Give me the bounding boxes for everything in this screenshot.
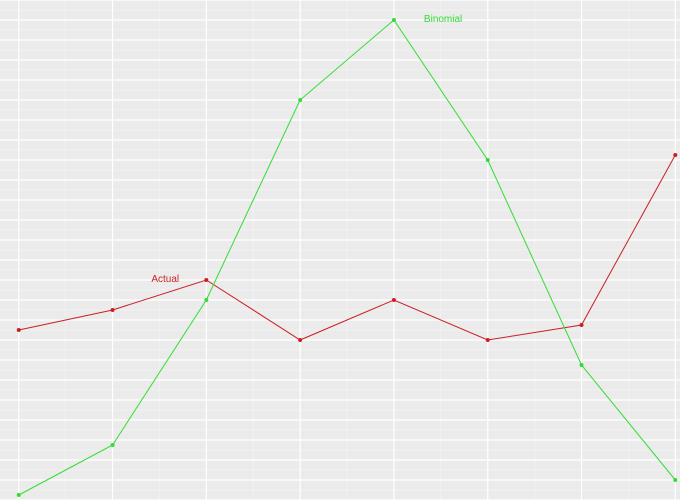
data-point-binomial	[485, 158, 490, 162]
data-point-actual	[485, 338, 490, 342]
data-point-actual	[110, 308, 115, 312]
data-point-binomial	[391, 18, 396, 22]
data-point-actual	[16, 328, 21, 332]
data-point-binomial	[110, 443, 115, 447]
data-point-binomial	[673, 478, 678, 482]
series-label-binomial: Binomial	[424, 14, 462, 25]
data-point-binomial	[16, 493, 21, 497]
data-point-binomial	[579, 363, 584, 367]
series-actual	[16, 153, 678, 342]
data-point-actual	[298, 338, 303, 342]
data-point-binomial	[298, 98, 303, 102]
series-label-actual: Actual	[151, 274, 179, 285]
data-point-actual	[391, 298, 396, 302]
data-point-actual	[673, 153, 678, 157]
data-point-actual	[204, 278, 209, 282]
series-group: Actual Binomial	[16, 14, 678, 497]
series-binomial	[16, 18, 678, 497]
series-line-binomial	[18, 19, 676, 496]
series-line-actual	[18, 154, 676, 341]
data-point-binomial	[204, 298, 209, 302]
data-point-actual	[579, 323, 584, 327]
